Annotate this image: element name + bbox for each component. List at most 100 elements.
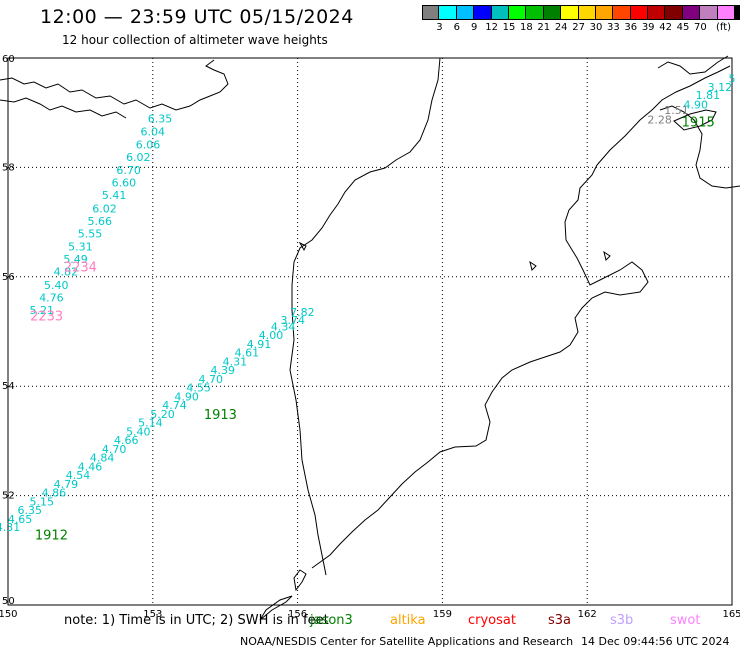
legend-swatch: [526, 5, 544, 20]
swh-value-label: 3.12: [708, 81, 733, 94]
latitude-label: 58: [2, 162, 15, 173]
mission-label: cryosat: [468, 613, 516, 628]
swh-value-label: 1.51: [664, 104, 689, 117]
legend-swatch: [508, 5, 527, 20]
legend-swatch: [456, 5, 475, 20]
swh-value-label: 6.04: [141, 126, 166, 139]
north-coast-bays: [657, 55, 729, 75]
longitude-label: 153: [143, 609, 162, 620]
page-subtitle: 12 hour collection of altimeter wave hei…: [62, 33, 328, 47]
kuril-island-2: [259, 595, 293, 621]
legend-tick: 39: [641, 22, 655, 33]
legend-swatch: [474, 5, 492, 20]
swh-value-label: 6.35: [148, 113, 173, 126]
kamchatka-inland-lake-2: [603, 250, 611, 261]
legend-swatch: [682, 5, 701, 20]
swh-value-label: 5: [729, 73, 736, 86]
swh-value-label: 4.84: [90, 452, 115, 465]
swh-value-label: 4.90: [174, 390, 199, 403]
swh-value-label: 4.31: [0, 521, 20, 534]
mission-label: swot: [670, 613, 701, 628]
legend-tick: 33: [607, 22, 620, 33]
latitude-label: 60: [2, 54, 15, 65]
swh-value-label: 6.02: [126, 151, 151, 164]
karaginsky-island: [673, 109, 717, 131]
longitude-label: 165: [722, 609, 740, 620]
kuril-island-1: [293, 569, 307, 592]
note-text: note: 1) Time is in UTC; 2) SWH is in fe…: [64, 613, 329, 628]
legend-swatch: [543, 5, 562, 20]
legend-swatch: [613, 5, 631, 20]
swh-value-label: 4.54: [66, 469, 91, 482]
longitude-label: 159: [433, 609, 452, 620]
swh-value-label: 4.55: [186, 382, 211, 395]
swh-value-label: 4.76: [39, 291, 64, 304]
legend-swatch: [422, 5, 440, 20]
altimeter-tracks: 6.356.046.066.026.706.605.416.025.665.55…: [0, 73, 736, 535]
swh-value-label: 4.86: [42, 487, 67, 500]
swh-value-label: 2.28: [647, 114, 672, 127]
longitude-label: 150: [0, 609, 18, 620]
timestamp-text: 14 Dec 09:44:56 UTC 2024: [581, 635, 730, 648]
swh-value-label: 4.70: [102, 443, 127, 456]
color-legend: [422, 5, 740, 21]
kamchatka-inland-lake: [529, 260, 537, 271]
kamchatka-coastline: [311, 164, 649, 569]
swh-value-label: 5.21: [30, 304, 55, 317]
legend-tick: 18: [520, 22, 533, 33]
swh-value-label: 7.82: [290, 306, 315, 319]
legend-tick: 70: [694, 22, 707, 33]
legend-swatch: [735, 5, 740, 20]
longitude-label: 162: [578, 609, 597, 620]
legend-tick: 36: [624, 22, 638, 33]
swh-value-label: 6.35: [17, 504, 42, 517]
mission-label: s3a: [548, 613, 572, 628]
northern-peninsula: [0, 97, 127, 119]
shantar-area-coast: [0, 59, 229, 111]
time-labels: 2234 2233 1913 1912 1915: [30, 115, 715, 543]
swh-value-label: 5.55: [78, 227, 103, 240]
swh-value-label: 5.40: [126, 425, 151, 438]
latitude-label: 56: [2, 272, 15, 283]
swh-value-label: 4.31: [223, 355, 248, 368]
legend-swatch: [717, 5, 736, 20]
swh-value-label: 5.20: [150, 408, 175, 421]
swh-value-label: 6.06: [136, 138, 161, 151]
legend-tick: 3: [436, 22, 443, 33]
legend-swatch: [439, 5, 457, 20]
legend-swatch: [630, 5, 649, 20]
legend-tick: 12: [485, 22, 498, 33]
latitude-label: 54: [2, 381, 15, 392]
swh-value-label: 4.91: [247, 338, 272, 351]
legend-swatch: [700, 5, 718, 20]
swh-value-label: 4.00: [259, 329, 284, 342]
swh-value-label: 6.02: [92, 202, 117, 215]
swh-value-label: 4.70: [198, 373, 223, 386]
latitude-label: 52: [2, 491, 15, 502]
legend-swatch: [491, 5, 509, 20]
pass-time-label: 2233: [30, 310, 63, 325]
legend-tick: 15: [502, 22, 516, 33]
legend-swatch: [595, 5, 614, 20]
legend-swatch: [578, 5, 596, 20]
mainland-coastline: [289, 57, 441, 576]
swh-value-label: 5.40: [44, 279, 69, 292]
island-okhotsk: [298, 241, 307, 252]
swh-value-label: 1.81: [696, 89, 721, 102]
lat-lon-grid: [7, 57, 733, 606]
kamchatka-north-coast: [596, 65, 731, 166]
swh-value-label: 4.79: [54, 478, 79, 491]
swh-value-label: 4.66: [114, 434, 139, 447]
latitude-label: 50: [2, 596, 15, 607]
legend-tick: 9: [471, 22, 478, 33]
pass-time-label: 1912: [35, 528, 68, 543]
legend-tick: 6: [453, 22, 460, 33]
legend-tick: 30: [589, 22, 603, 33]
axis-labels: 150 153 156 159 162 165 60 58 56 54 52 50: [0, 54, 740, 620]
legend-swatch: [648, 5, 666, 20]
swh-value-label: 4.39: [211, 364, 236, 377]
pass-time-label: 1913: [204, 408, 237, 423]
legend-swatch: [561, 5, 579, 20]
swh-value-label: 4.61: [235, 347, 260, 360]
